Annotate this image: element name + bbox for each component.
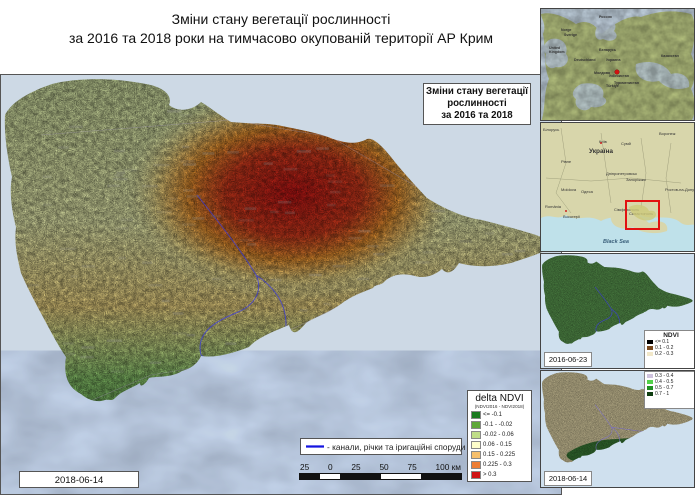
svg-text:Россия: Россия [599,15,612,19]
svg-text:Одеса: Одеса [581,189,594,194]
svg-text:Запоріжжя: Запоріжжя [626,177,646,182]
svg-text:Ростов-на-Дону: Ростов-на-Дону [665,187,694,192]
svg-text:Сумй: Сумй [621,141,631,146]
svg-text:România: România [545,204,562,209]
svg-text:Kingdom: Kingdom [549,50,565,54]
svg-text:Украина: Украина [606,58,621,62]
svg-text:Білорусь: Білорусь [543,127,559,132]
svg-text:Deutschland: Deutschland [574,58,596,62]
svg-text:Sverige: Sverige [564,33,577,37]
svg-text:Україна: Україна [589,148,613,155]
svg-text:Türkiye: Türkiye [606,84,619,88]
svg-text:Black Sea: Black Sea [603,239,629,245]
svg-text:Moldova: Moldova [561,187,577,192]
svg-text:Рівне: Рівне [561,159,572,164]
svg-text:Воронеж: Воронеж [659,131,676,136]
svg-text:Узбекистан: Узбекистан [609,74,629,78]
svg-text:Norge: Norge [561,28,571,32]
svg-text:Казахстан: Казахстан [661,54,679,58]
svg-text:Дніпропетровськ: Дніпропетровськ [606,171,637,176]
svg-text:Беларусь: Беларусь [599,48,617,52]
svg-text:Bucureşti: Bucureşti [563,214,580,219]
